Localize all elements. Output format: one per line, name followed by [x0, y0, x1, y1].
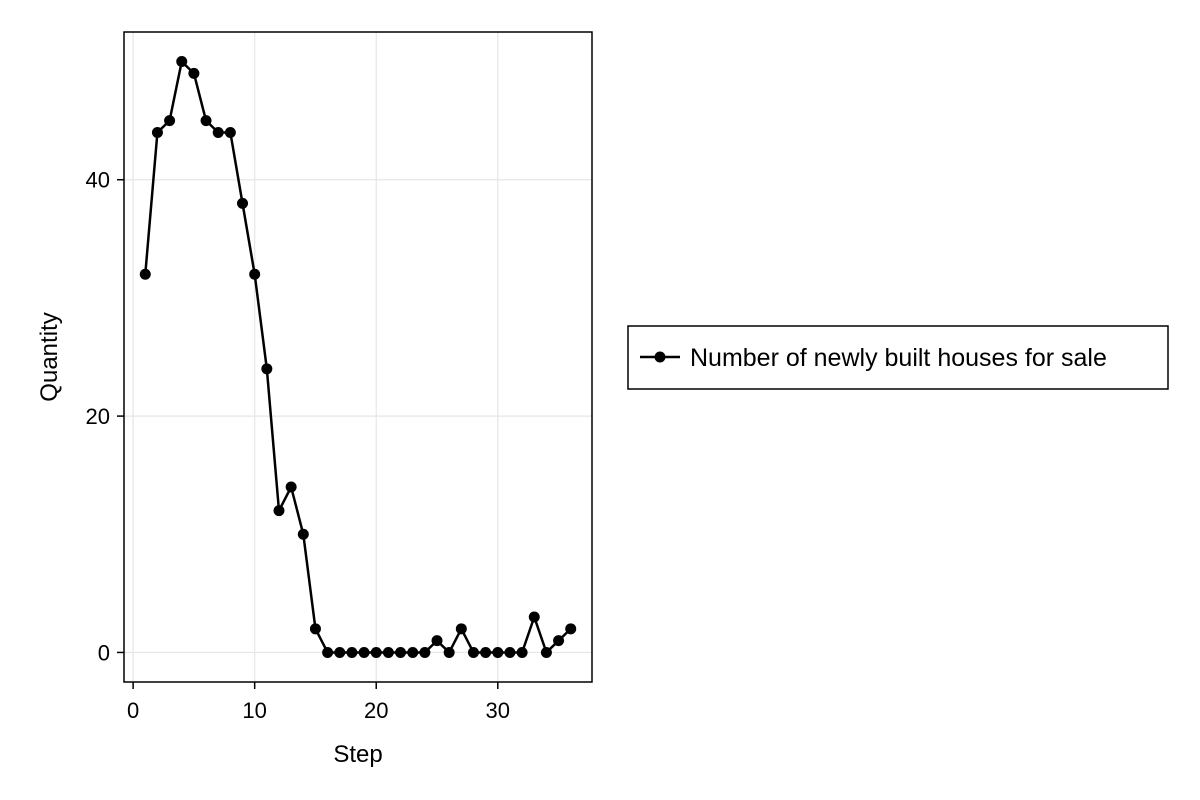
series-group [139, 56, 577, 658]
data-point [419, 646, 431, 658]
data-point [297, 528, 309, 540]
data-point [200, 115, 212, 127]
data-point [358, 646, 370, 658]
data-point [370, 646, 382, 658]
data-point [480, 646, 492, 658]
data-point [443, 646, 455, 658]
data-point [322, 646, 334, 658]
data-point [382, 646, 394, 658]
y-axis-label: Quantity [36, 312, 63, 401]
legend-marker-swatch [654, 351, 666, 363]
grid-lines [124, 32, 592, 682]
data-point [553, 635, 565, 647]
data-point [467, 646, 479, 658]
data-point [188, 67, 200, 79]
data-point [224, 126, 236, 138]
x-tick-label: 0 [127, 698, 139, 723]
data-point [334, 646, 346, 658]
data-point [431, 635, 443, 647]
data-point [151, 126, 163, 138]
data-point [395, 646, 407, 658]
data-point [516, 646, 528, 658]
data-point [261, 363, 273, 375]
data-point [565, 623, 577, 635]
data-point [407, 646, 419, 658]
data-point [492, 646, 504, 658]
data-point [285, 481, 297, 493]
axis-ticks: 0 10 20 30 0 20 40 [86, 168, 511, 723]
data-point [528, 611, 540, 623]
x-tick-label: 30 [486, 698, 510, 723]
data-point [309, 623, 321, 635]
data-point [139, 268, 151, 280]
series-line [144, 60, 572, 654]
data-point [212, 126, 224, 138]
data-point [237, 197, 249, 209]
data-point [176, 56, 188, 68]
data-point [164, 115, 176, 127]
x-axis-label: Step [333, 741, 382, 768]
data-point [249, 268, 261, 280]
data-point [455, 623, 467, 635]
data-point [540, 646, 552, 658]
data-point [346, 646, 358, 658]
y-tick-label: 0 [98, 640, 110, 665]
y-tick-label: 40 [86, 168, 110, 193]
plot-frame [123, 31, 593, 683]
legend-box [627, 325, 1169, 390]
data-point [504, 646, 516, 658]
y-tick-label: 20 [86, 404, 110, 429]
x-tick-label: 20 [364, 698, 388, 723]
x-tick-label: 10 [242, 698, 266, 723]
data-point [273, 505, 285, 517]
legend: Number of newly built houses for sale [627, 325, 1169, 390]
legend-label: Number of newly built houses for sale [690, 344, 1107, 372]
